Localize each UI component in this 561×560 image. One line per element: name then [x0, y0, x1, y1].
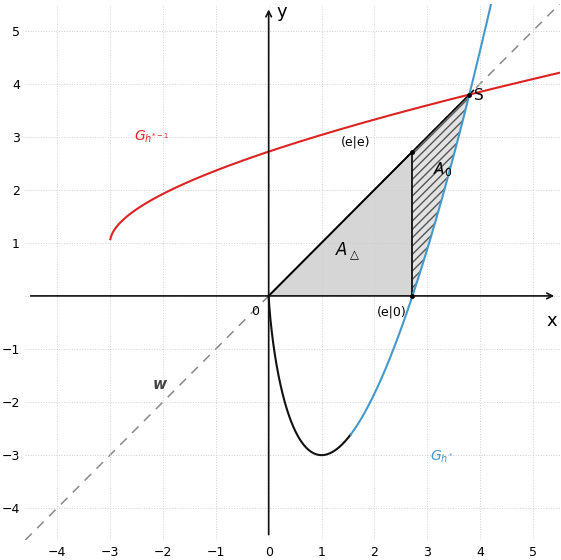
Polygon shape [269, 152, 412, 296]
Text: (e|e): (e|e) [341, 136, 370, 148]
Text: 0: 0 [251, 305, 259, 319]
Text: $A_\triangle$: $A_\triangle$ [335, 241, 360, 263]
Text: w: w [152, 377, 167, 392]
Text: x: x [546, 312, 557, 330]
Polygon shape [412, 95, 470, 296]
Text: (e|0): (e|0) [377, 305, 407, 319]
Text: $A_0$: $A_0$ [433, 160, 452, 179]
Text: $G_{h^*}$: $G_{h^*}$ [430, 449, 454, 465]
Text: $G_{h^{*-1}}$: $G_{h^{*-1}}$ [134, 129, 169, 146]
Text: S: S [474, 88, 484, 103]
Text: y: y [277, 3, 287, 21]
